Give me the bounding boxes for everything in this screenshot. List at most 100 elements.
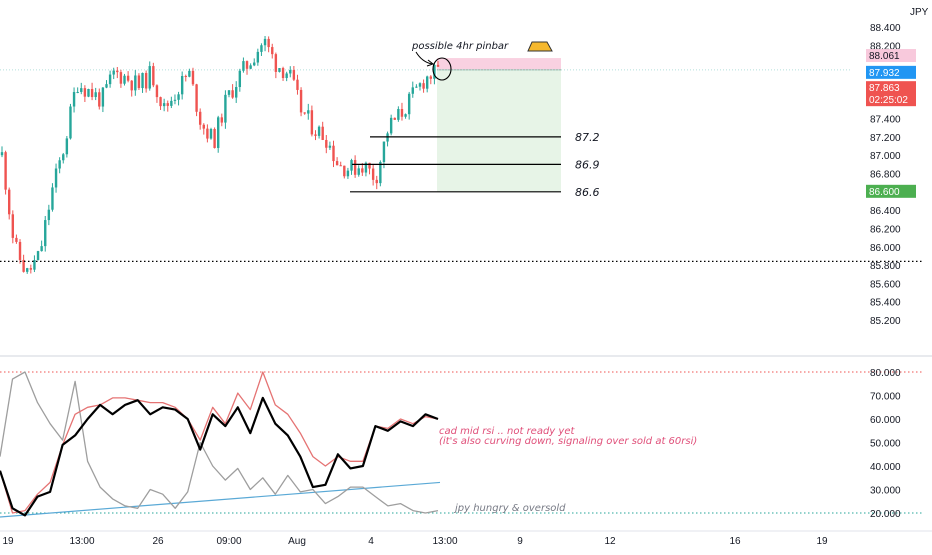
- candle-body: [8, 189, 11, 215]
- candle-body: [397, 109, 400, 120]
- candle-body: [307, 110, 310, 114]
- candle-body: [253, 62, 256, 66]
- candle-body: [26, 268, 29, 272]
- candle-body: [361, 168, 364, 173]
- price-tick-label: 85.800: [870, 261, 901, 272]
- candle-body: [281, 68, 285, 79]
- candle-body: [33, 260, 36, 270]
- candle-body: [433, 64, 436, 79]
- candle-body: [58, 160, 61, 169]
- candle-body: [101, 87, 105, 107]
- candle-body: [108, 74, 112, 85]
- level-label: 87.2: [575, 131, 600, 144]
- candle-body: [98, 92, 101, 107]
- candle-body: [227, 90, 231, 95]
- candle-body: [188, 70, 191, 77]
- candle-body: [126, 75, 130, 81]
- candle-body: [148, 66, 151, 89]
- candle-body: [29, 268, 33, 270]
- candle-body: [332, 145, 335, 162]
- candle-body: [105, 84, 108, 88]
- candles-layer: [0, 35, 440, 274]
- price-tick-label: 87.400: [870, 115, 901, 126]
- position-zones[interactable]: [0, 58, 852, 192]
- price-tick-label: 85.400: [870, 298, 901, 309]
- time-tick-label: 16: [729, 536, 741, 547]
- axes-layer: 88.40088.20087.60087.40087.20087.00086.8…: [0, 23, 932, 547]
- candle-body: [415, 86, 418, 88]
- candle-body: [119, 72, 123, 84]
- candle-body: [357, 168, 360, 175]
- time-tick-label: 19: [816, 536, 828, 547]
- candle-body: [94, 92, 97, 98]
- price-tick-label: 88.200: [870, 41, 901, 52]
- price-tick-label: 86.000: [870, 243, 901, 254]
- take-profit-zone[interactable]: [437, 69, 561, 192]
- rsi-series-red: [0, 371, 439, 514]
- candle-body: [90, 88, 94, 98]
- candle-body: [198, 111, 202, 125]
- candle-body: [346, 170, 350, 177]
- rsi-tick-label: 70.000: [870, 392, 901, 403]
- candle-body: [328, 145, 332, 148]
- candle-body: [364, 162, 368, 173]
- stop-loss-zone[interactable]: [437, 58, 561, 70]
- candle-body: [404, 114, 407, 117]
- candle-body: [173, 99, 177, 101]
- candle-body: [310, 110, 314, 135]
- candle-body: [339, 165, 342, 167]
- candle-body: [425, 76, 429, 89]
- candle-body: [123, 75, 126, 84]
- candle-body: [274, 54, 278, 72]
- candle-body: [180, 75, 184, 95]
- price-tick-label: 88.400: [870, 23, 901, 34]
- candle-body: [54, 168, 58, 188]
- time-tick-label: Aug: [288, 536, 306, 547]
- candle-body: [4, 152, 7, 190]
- price-marker-red-sub: [866, 93, 916, 107]
- candle-body: [400, 109, 404, 117]
- price-tick-label: 87.200: [870, 133, 901, 144]
- rsi-series-black: [0, 396, 439, 517]
- candle-body: [137, 75, 141, 89]
- rsi-trendline[interactable]: [0, 481, 441, 518]
- candle-body: [195, 84, 198, 112]
- candle-body: [299, 89, 303, 113]
- level-label: 86.6: [575, 186, 600, 199]
- pencil-icon[interactable]: [527, 41, 553, 52]
- levels-layer[interactable]: 87.2 86.9 86.6: [0, 41, 922, 263]
- rsi-tick-label: 30.000: [870, 486, 901, 497]
- price-marker-label: 02:25:02: [869, 95, 908, 106]
- candle-body: [389, 117, 393, 134]
- candle-body: [216, 117, 220, 148]
- price-tick-label: 85.200: [870, 316, 901, 327]
- candle-body: [314, 134, 317, 136]
- candle-body: [155, 85, 159, 98]
- candle-body: [11, 214, 15, 238]
- candle-body: [206, 128, 209, 139]
- candle-body: [325, 139, 328, 148]
- time-tick-label: 12: [604, 536, 616, 547]
- level-label: 86.9: [575, 158, 600, 171]
- price-tick-label: 86.800: [870, 170, 901, 181]
- price-tick-label: 86.200: [870, 224, 901, 235]
- candle-body: [422, 83, 425, 89]
- rsi-series-gray: [0, 371, 439, 514]
- candle-body: [317, 126, 321, 136]
- time-tick-label: 26: [152, 536, 164, 547]
- candle-body: [69, 106, 72, 139]
- candle-body: [278, 68, 281, 72]
- candle-body: [80, 88, 83, 92]
- candle-body: [321, 126, 324, 140]
- candle-body: [51, 187, 54, 210]
- time-tick-label: 13:00: [69, 536, 94, 547]
- candle-body: [263, 38, 267, 46]
- candle-body: [36, 251, 40, 261]
- price-tick-label: 87.000: [870, 151, 901, 162]
- candle-body: [130, 80, 133, 91]
- candle-body: [83, 88, 87, 97]
- pinbar-circle[interactable]: [432, 57, 452, 81]
- price-tick-label: 86.400: [870, 206, 901, 217]
